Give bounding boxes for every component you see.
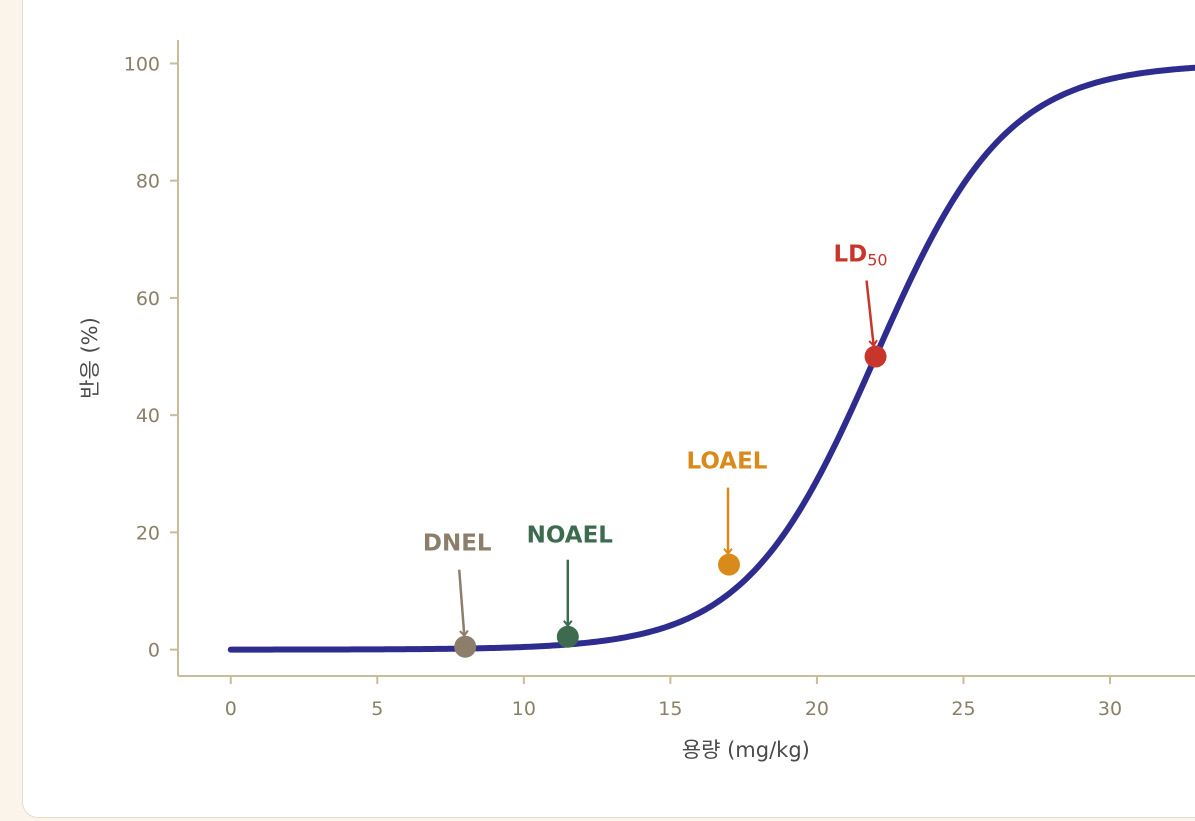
y-tick-label: 20 bbox=[136, 522, 160, 544]
x-tick-label: 5 bbox=[371, 698, 383, 720]
x-tick-label: 20 bbox=[805, 698, 829, 720]
y-tick-label: 100 bbox=[124, 53, 160, 75]
response-curve bbox=[227, 64, 1195, 653]
loael-point bbox=[717, 553, 740, 576]
x-tick-label: 10 bbox=[512, 698, 536, 720]
y-tick-label: 80 bbox=[136, 171, 160, 193]
x-tick-label: 30 bbox=[1098, 698, 1122, 720]
dnel-point bbox=[454, 635, 477, 658]
y-tick-label: 40 bbox=[136, 405, 160, 427]
ld50-label-subscript: 50 bbox=[867, 251, 887, 270]
ticks: 0 20 40 60 80 100 0 5 10 15 20 25 30 bbox=[124, 53, 1122, 720]
curve-group bbox=[227, 64, 1195, 653]
dnel-label: DNEL bbox=[423, 531, 492, 557]
x-tick-label: 0 bbox=[225, 698, 237, 720]
axes bbox=[177, 40, 1195, 677]
loael-label: LOAEL bbox=[687, 449, 768, 475]
markers: DNEL NOAEL LOAEL LD50 bbox=[423, 242, 888, 658]
y-tick-label: 60 bbox=[136, 288, 160, 310]
ld50-label: LD50 bbox=[833, 242, 887, 270]
noael-point bbox=[556, 625, 579, 648]
y-tick-label: 0 bbox=[148, 640, 160, 662]
dnel-arrow bbox=[457, 569, 469, 638]
x-tick-label: 15 bbox=[658, 698, 682, 720]
noael-label: NOAEL bbox=[527, 523, 614, 549]
y-axis-title: 반응 (%) bbox=[78, 317, 102, 399]
x-axis-title: 용량 (mg/kg) bbox=[682, 738, 810, 762]
x-tick-label: 25 bbox=[951, 698, 975, 720]
ld50-point bbox=[864, 345, 887, 368]
ld50-arrow bbox=[865, 280, 878, 348]
